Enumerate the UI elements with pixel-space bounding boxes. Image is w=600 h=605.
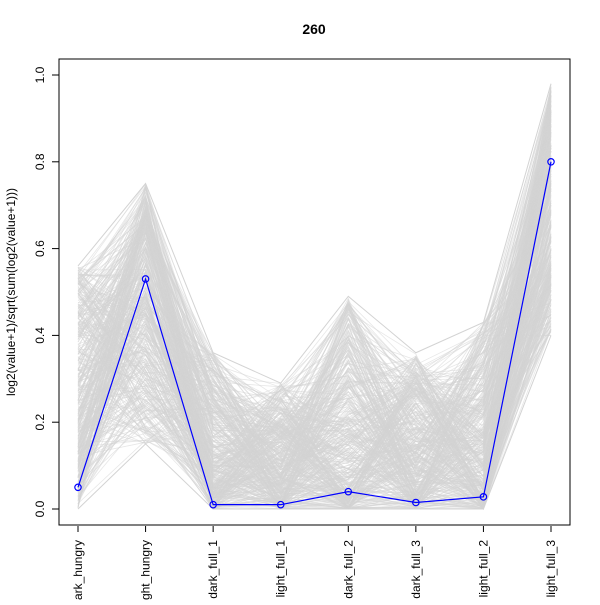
background-line [77, 288, 552, 509]
series-line [77, 161, 552, 506]
data-point [479, 493, 488, 501]
background-line [77, 182, 552, 507]
y-tick-label: 1.0 [33, 66, 47, 83]
series-layer [74, 158, 555, 509]
x-tick-label: dark_full_1 [206, 540, 220, 599]
x-tick-label: light_full_2 [476, 540, 490, 598]
y-tick-label: 0.0 [33, 500, 47, 517]
background-line [77, 283, 552, 504]
background-line [77, 266, 552, 506]
background-profile-lines [77, 83, 552, 511]
data-point [412, 498, 420, 507]
background-line [77, 96, 552, 509]
background-line [77, 197, 552, 476]
data-point [276, 500, 285, 509]
x-tick-label: dark_full_3 [409, 540, 423, 599]
y-tick-label: 0.6 [33, 240, 47, 257]
background-line [77, 194, 552, 483]
y-axis: 0.0 0.2 0.4 0.6 0.8 1.0 [33, 66, 60, 517]
x-tick-label: dark_full_2 [341, 540, 355, 599]
x-axis: dark_hungry light_hungry dark_full_1 light_… [71, 526, 558, 600]
x-tick-label: dark_hungry [71, 540, 85, 600]
background-line [77, 299, 552, 504]
y-axis-title: log2(value+1)/sqrt(sum(log2(value+1))) [4, 188, 18, 396]
background-envelope-line [77, 83, 552, 384]
background-line [77, 113, 552, 510]
background-line [77, 125, 552, 509]
background-line [77, 207, 552, 482]
data-point [141, 275, 150, 283]
background-line [77, 199, 552, 507]
x-tick-label: light_full_3 [544, 540, 558, 598]
chart-title: 260 [302, 21, 326, 37]
background-line [77, 308, 552, 496]
background-line [77, 161, 552, 496]
data-point [547, 158, 555, 166]
background-line [77, 147, 552, 508]
background-line [77, 206, 552, 507]
background-line [77, 101, 552, 480]
background-line [77, 86, 552, 509]
background-line [77, 191, 552, 445]
background-line [77, 226, 552, 496]
background-line [77, 263, 552, 509]
y-tick-label: 0.2 [33, 414, 47, 431]
data-point [344, 487, 353, 496]
background-line [77, 302, 552, 506]
background-line [77, 253, 552, 510]
background-line [77, 196, 552, 510]
data-point [209, 500, 217, 509]
background-line [77, 284, 552, 501]
background-line [77, 97, 552, 504]
background-line [77, 313, 552, 496]
background-line [77, 249, 552, 488]
background-line [77, 114, 552, 507]
background-line [77, 131, 552, 495]
background-line [77, 173, 552, 497]
background-line [77, 111, 552, 510]
background-line [77, 300, 552, 502]
background-line [77, 281, 552, 505]
x-tick-label: light_hungry [139, 540, 153, 600]
x-tick-label: light_full_1 [274, 540, 288, 598]
y-tick-label: 0.4 [33, 327, 47, 344]
background-line [77, 89, 552, 415]
background-line [77, 245, 552, 504]
background-line [77, 121, 552, 507]
background-line [77, 165, 552, 510]
data-point [74, 483, 82, 492]
background-line [77, 262, 552, 510]
y-tick-label: 0.8 [33, 153, 47, 170]
background-line [77, 145, 552, 509]
background-envelope-line [77, 335, 552, 510]
background-line [77, 133, 552, 492]
background-line [77, 255, 552, 453]
